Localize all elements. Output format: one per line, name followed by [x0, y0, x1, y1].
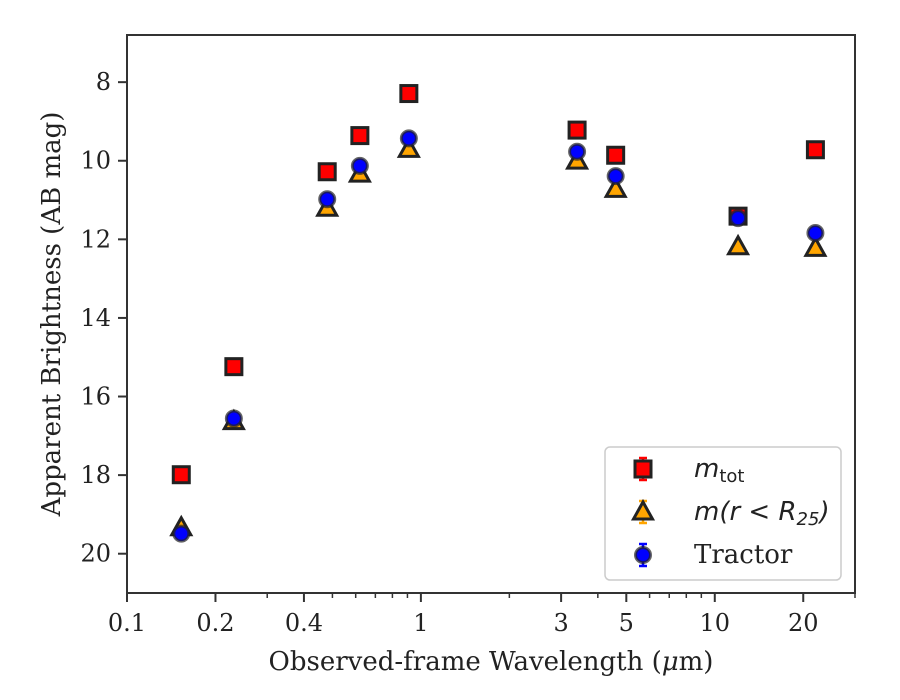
- x-tick-label: 5: [619, 609, 634, 637]
- data-point-circle: [606, 167, 625, 186]
- data-point-square: [224, 357, 244, 377]
- data-point-circle: [224, 409, 243, 428]
- legend-marker-circle: [634, 546, 652, 564]
- y-tick-label: 14: [80, 304, 111, 332]
- y-axis-ticks: 8 10 12 14 16 18 20: [80, 68, 127, 568]
- legend-label-tractor: Tractor: [694, 540, 793, 570]
- data-point-circle: [568, 142, 587, 161]
- data-points: [169, 84, 828, 543]
- y-tick-label: 12: [80, 225, 111, 253]
- series-2: [172, 129, 825, 543]
- legend-label-mtot: mtot: [694, 454, 744, 487]
- series-0: [171, 84, 825, 485]
- data-point-triangle: [603, 176, 628, 198]
- data-point-circle: [806, 224, 825, 243]
- y-tick-label: 10: [80, 147, 111, 175]
- legend-marker-1: [630, 498, 656, 525]
- data-point-circle: [350, 156, 369, 175]
- legend-marker-square: [633, 459, 653, 479]
- legend-markers: [630, 456, 656, 568]
- data-point-circle: [172, 524, 191, 543]
- data-point-square: [606, 145, 626, 165]
- data-point-square: [805, 140, 825, 160]
- x-axis-ticks: 0.1 0.2 0.4 1 3 5 10 20: [108, 593, 856, 637]
- data-point-circle: [399, 129, 418, 148]
- x-tick-label: 3: [553, 609, 568, 637]
- data-point-square: [171, 465, 191, 485]
- x-tick-label: 0.2: [196, 609, 234, 637]
- data-point-square: [350, 126, 370, 146]
- x-tick-label: 10: [700, 609, 731, 637]
- x-axis-title: Observed-frame Wavelength (μm): [269, 647, 714, 677]
- y-tick-label: 16: [80, 383, 111, 411]
- data-point-triangle: [725, 233, 751, 256]
- data-point-square: [399, 84, 419, 104]
- x-tick-label: 1: [413, 609, 428, 637]
- data-point-circle: [729, 209, 748, 228]
- legend-marker-triangle: [630, 498, 656, 521]
- data-point-circle: [318, 190, 337, 209]
- data-point-square: [317, 162, 337, 182]
- legend-label-mr25: m(r < R25): [694, 497, 830, 530]
- data-point-triangle: [396, 136, 421, 158]
- x-tick-label: 0.4: [285, 609, 323, 637]
- y-tick-label: 8: [96, 68, 111, 96]
- legend: mtot m(r < R25) Tractor: [604, 446, 842, 581]
- y-tick-label: 18: [80, 461, 111, 489]
- x-tick-label: 20: [788, 609, 819, 637]
- y-tick-label: 20: [80, 540, 111, 568]
- y-axis-title: Apparent Brightness (AB mag): [37, 112, 67, 518]
- legend-marker-2: [634, 542, 652, 568]
- data-point-square: [567, 120, 587, 140]
- data-point-triangle: [803, 235, 828, 257]
- x-tick-label: 0.1: [108, 609, 146, 637]
- legend-marker-0: [633, 456, 653, 482]
- legend-box: [604, 446, 842, 581]
